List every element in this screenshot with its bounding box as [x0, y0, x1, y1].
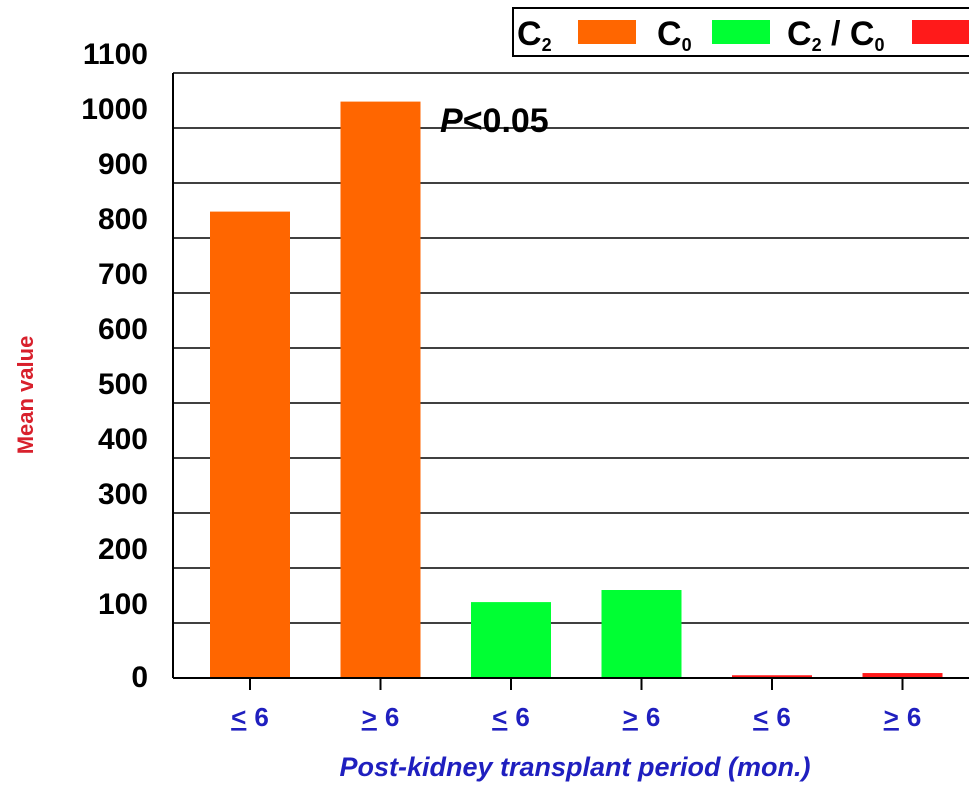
- legend-main: C: [787, 15, 812, 53]
- legend-subscript: 2: [542, 35, 552, 55]
- legend-label: C0: [657, 15, 692, 55]
- x-tick-number: 6: [776, 702, 790, 732]
- x-tick-symbol: <: [753, 702, 768, 732]
- x-axis-label: Post-kidney transplant period (mon.): [339, 752, 810, 782]
- annotation-value: <0.05: [463, 102, 549, 140]
- legend-main: C: [517, 15, 542, 53]
- y-tick-label: 900: [98, 148, 148, 181]
- x-tick-symbol: >: [362, 702, 377, 732]
- legend-subscript: 2: [812, 35, 822, 55]
- bar: [862, 673, 943, 678]
- y-tick-label: 300: [98, 478, 148, 511]
- x-tick-labels: <6 >6 <6 >6 <6 >6: [231, 678, 921, 732]
- x-tick-label: <6: [492, 702, 530, 732]
- x-tick-label: <6: [231, 702, 269, 732]
- legend: C2 C0 C2 / C0: [512, 7, 969, 57]
- x-tick-symbol: <: [492, 702, 507, 732]
- bar: [340, 101, 421, 679]
- x-tick-number: 6: [646, 702, 660, 732]
- bar: [471, 602, 551, 678]
- y-tick-label: 400: [98, 423, 148, 456]
- y-tick-label: 1100: [83, 38, 148, 71]
- significance-annotation: P<0.05: [440, 102, 549, 140]
- x-tick-number: 6: [254, 702, 268, 732]
- x-tick-symbol: <: [231, 702, 246, 732]
- y-tick-labels: 0 100 200 300 400 500 600 700 800 900 1000 1100: [81, 38, 148, 694]
- x-tick-symbol: >: [884, 702, 899, 732]
- legend-separator: /: [822, 15, 850, 53]
- y-tick-label: 1000: [81, 93, 148, 126]
- x-tick-label: >6: [362, 702, 400, 732]
- x-tick-symbol: >: [623, 702, 638, 732]
- legend-swatch: [578, 20, 636, 44]
- bars: [210, 101, 943, 679]
- y-tick-label: 600: [98, 313, 148, 346]
- legend-subscript: 0: [874, 35, 884, 55]
- legend-swatch: [712, 20, 770, 44]
- x-tick-number: 6: [907, 702, 921, 732]
- bar: [210, 211, 290, 678]
- bar: [732, 675, 812, 678]
- x-tick-label: <6: [753, 702, 791, 732]
- y-tick-label: 0: [131, 661, 148, 694]
- legend-main: C: [657, 15, 682, 53]
- x-tick-number: 6: [515, 702, 529, 732]
- x-tick-label: >6: [884, 702, 922, 732]
- legend-main: C: [850, 15, 875, 53]
- x-tick-label: >6: [623, 702, 661, 732]
- gridlines: [173, 72, 969, 624]
- bar: [601, 590, 682, 678]
- axes: [172, 73, 969, 679]
- legend-label: C2: [517, 15, 552, 55]
- y-tick-label: 700: [98, 258, 148, 291]
- legend-subscript: 0: [682, 35, 692, 55]
- legend-label: C2 / C0: [787, 15, 885, 55]
- y-axis-label: Mean value: [13, 336, 38, 455]
- y-tick-label: 200: [98, 533, 148, 566]
- y-tick-label: 100: [98, 588, 148, 621]
- y-tick-label: 500: [98, 368, 148, 401]
- legend-swatch: [912, 20, 969, 44]
- y-tick-label: 800: [98, 203, 148, 236]
- annotation-p: P: [440, 102, 463, 140]
- x-tick-number: 6: [385, 702, 399, 732]
